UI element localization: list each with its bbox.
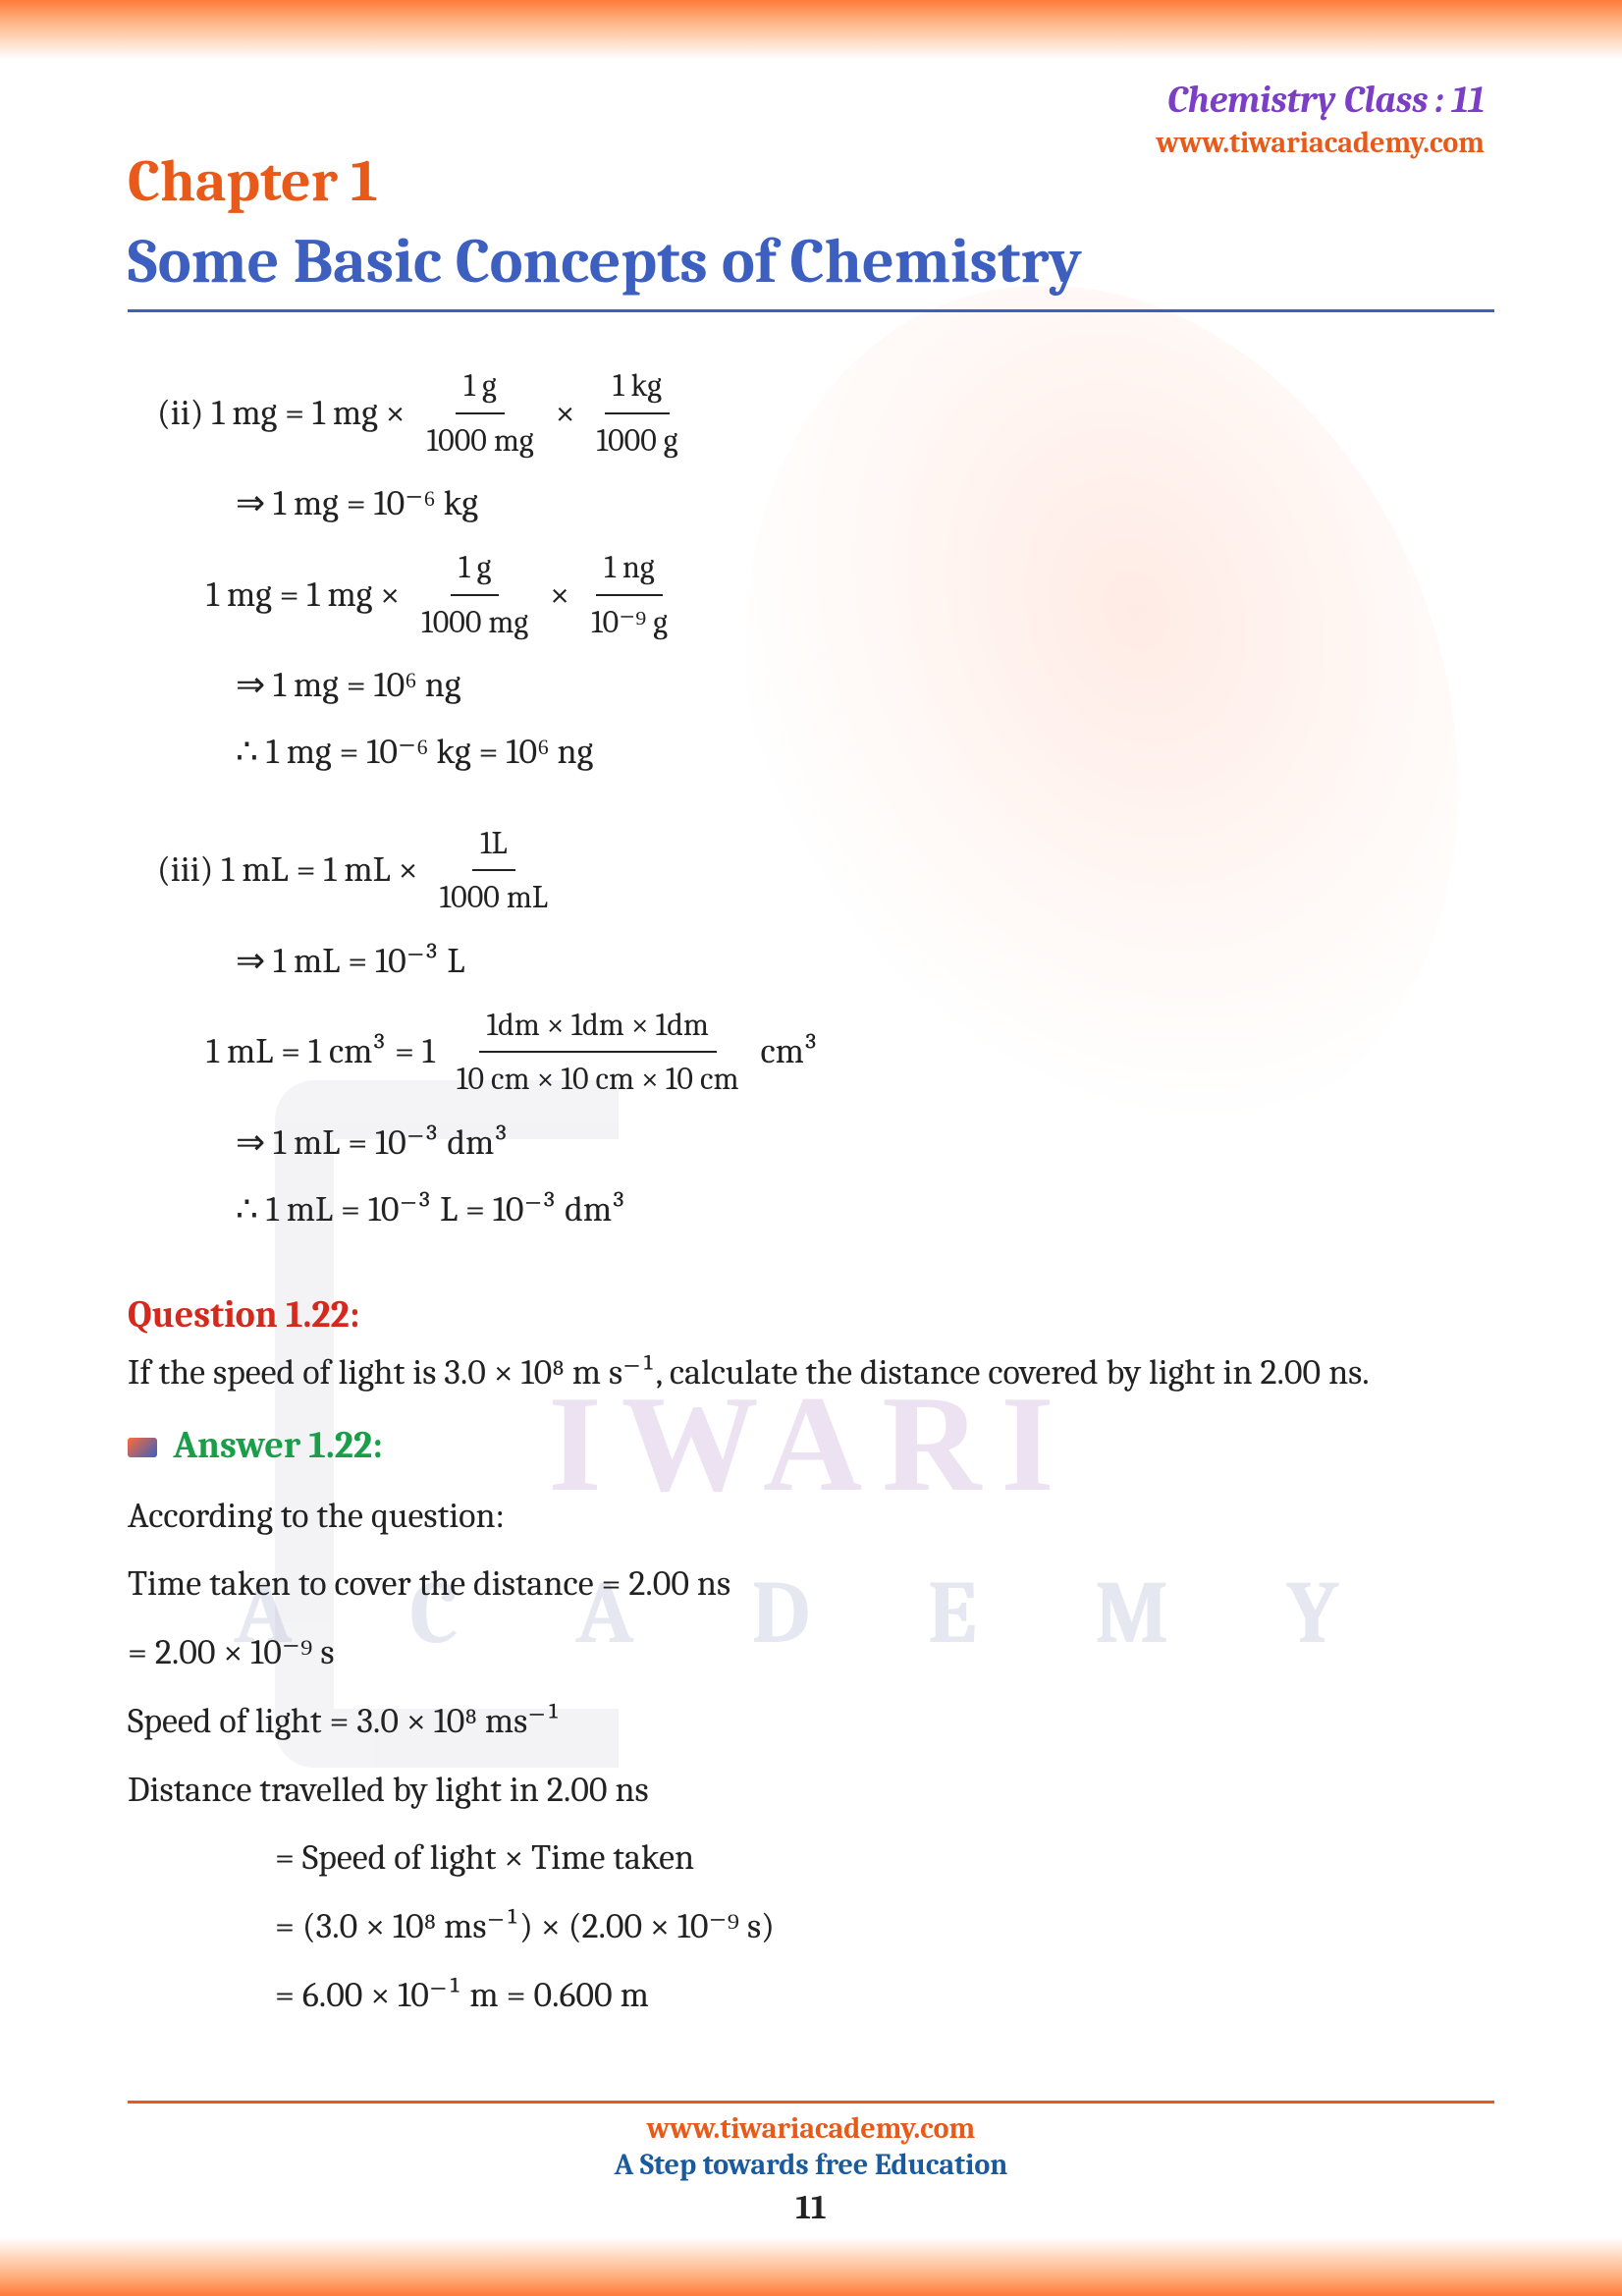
answer-line-3: = 2.00 × 10⁻⁹ s: [128, 1625, 1494, 1680]
footer-site-link[interactable]: www.tiwariacademy.com: [0, 2111, 1622, 2146]
fraction: 1L 1000 mL: [432, 819, 556, 922]
eq-ii-line1: (ii) 1 mg = 1 mg × 1 g 1000 mg × 1 kg 10…: [157, 361, 1494, 465]
eq-iii-line1: (iii) 1 mL = 1 mL × 1L 1000 mL: [157, 819, 1494, 922]
times: ×: [550, 568, 569, 623]
page-footer: www.tiwariacademy.com A Step towards fre…: [0, 2101, 1622, 2227]
footer-divider: [128, 2101, 1494, 2104]
eq-iii-line2: ⇒ 1 mL = 10⁻³ L: [236, 934, 1494, 989]
eq-text: 1 mL = 1 mL ×: [221, 843, 417, 898]
question-label: Question 1.22:: [128, 1286, 1494, 1344]
page-number: 11: [0, 2188, 1622, 2227]
chapter-title: Some Basic Concepts of Chemistry: [128, 225, 1494, 312]
eq-text: cm³: [760, 1024, 818, 1079]
eq-iii-line5: ∴ 1 mL = 10⁻³ L = 10⁻³ dm³: [236, 1182, 1494, 1237]
eq-text: 1 mg = 1 mg ×: [206, 568, 400, 623]
answer-line-1: According to the question:: [128, 1489, 1494, 1544]
footer-tagline: A Step towards free Education: [0, 2148, 1622, 2182]
class-label: Chemistry Class : 11: [1157, 79, 1485, 122]
answer-line-6: = Speed of light × Time taken: [275, 1831, 1494, 1886]
answer-label: Answer 1.22:: [128, 1417, 1494, 1475]
fraction: 1 kg 1000 g: [589, 361, 686, 465]
answer-line-2: Time taken to cover the distance = 2.00 …: [128, 1557, 1494, 1612]
fraction: 1 ng 10⁻⁹ g: [583, 543, 676, 646]
eq-iii-line4: ⇒ 1 mL = 10⁻³ dm³: [236, 1116, 1494, 1171]
times: ×: [556, 386, 575, 441]
bottom-gradient-bar: [0, 2237, 1622, 2296]
eq-iii-line3: 1 mL = 1 cm³ = 1 1dm × 1dm × 1dm 10 cm ×…: [206, 1001, 1494, 1104]
chapter-number: Chapter 1: [128, 147, 1494, 215]
question-text: If the speed of light is 3.0 × 10⁸ m s⁻¹…: [128, 1347, 1494, 1398]
fraction: 1 g 1000 mg: [419, 361, 542, 465]
fraction: 1dm × 1dm × 1dm 10 cm × 10 cm × 10 cm: [449, 1001, 747, 1104]
page-content: Chapter 1 Some Basic Concepts of Chemist…: [128, 147, 1494, 2037]
eq-ii-line5: ∴ 1 mg = 10⁻⁶ kg = 10⁶ ng: [236, 725, 1494, 780]
label-iii: (iii): [157, 843, 213, 898]
answer-label-text: Answer 1.22:: [173, 1424, 382, 1467]
eq-ii-line3: 1 mg = 1 mg × 1 g 1000 mg × 1 ng 10⁻⁹ g: [206, 543, 1494, 646]
eq-text: 1 mg = 1 mg ×: [211, 386, 405, 441]
body-content: (ii) 1 mg = 1 mg × 1 g 1000 mg × 1 kg 10…: [128, 361, 1494, 2023]
fraction: 1 g 1000 mg: [413, 543, 536, 646]
answer-line-4: Speed of light = 3.0 × 10⁸ ms⁻¹: [128, 1694, 1494, 1749]
top-gradient-bar: [0, 0, 1622, 59]
label-ii: (ii): [157, 386, 203, 441]
answer-icon: [128, 1438, 157, 1457]
answer-line-7: = (3.0 × 10⁸ ms⁻¹) × (2.00 × 10⁻⁹ s): [275, 1899, 1494, 1954]
eq-ii-line4: ⇒ 1 mg = 10⁶ ng: [236, 658, 1494, 713]
eq-text: 1 mL = 1 cm³ = 1: [206, 1024, 435, 1079]
answer-line-5: Distance travelled by light in 2.00 ns: [128, 1763, 1494, 1818]
answer-line-8: = 6.00 × 10⁻¹ m = 0.600 m: [275, 1968, 1494, 2023]
eq-ii-line2: ⇒ 1 mg = 10⁻⁶ kg: [236, 476, 1494, 531]
